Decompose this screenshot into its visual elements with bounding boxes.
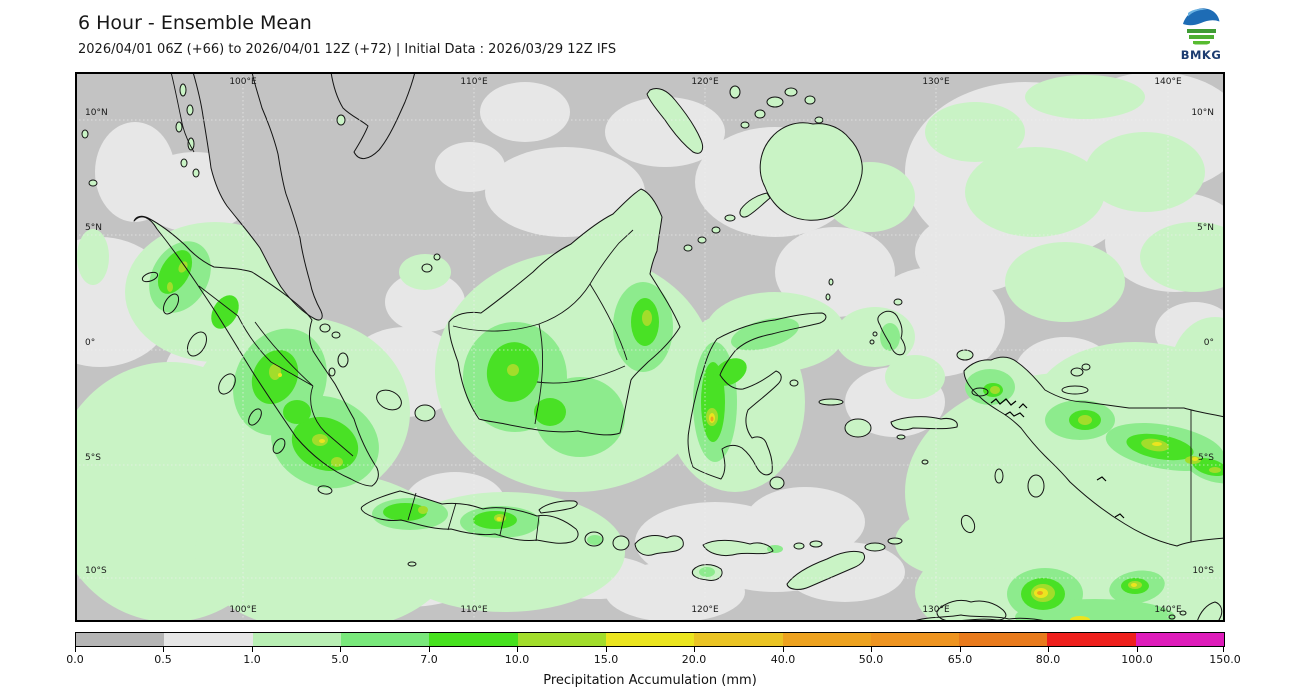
colorbar-tick — [1223, 647, 1225, 652]
colorbar-tick — [252, 647, 254, 652]
colorbar-segment — [429, 633, 518, 646]
colorbar-tick — [871, 647, 873, 652]
colorbar-segment — [164, 633, 253, 646]
colorbar-tick-label: 0.0 — [66, 653, 84, 666]
bmkg-logo: BMKG — [1172, 5, 1230, 62]
colorbar-segment — [694, 633, 783, 646]
colorbar-segment — [252, 633, 341, 646]
colorbar-tick — [517, 647, 519, 652]
colorbar-tick — [960, 647, 962, 652]
colorbar-segment — [517, 633, 606, 646]
colorbar-tick-label: 50.0 — [858, 653, 884, 666]
colorbar-segment — [605, 633, 695, 646]
bmkg-logo-label: BMKG — [1180, 48, 1222, 62]
colorbar-segment — [1047, 633, 1136, 646]
lat-label-right: 10°N — [1191, 108, 1214, 118]
map-frame — [75, 72, 1225, 622]
bmkg-logo-icon — [1181, 6, 1221, 46]
lon-label-top: 100°E — [229, 77, 257, 87]
colorbar-tick — [606, 647, 608, 652]
colorbar-segment — [870, 633, 960, 646]
colorbar-segment — [959, 633, 1048, 646]
lon-label-top: 110°E — [460, 77, 488, 87]
colorbar-bar — [75, 632, 1225, 647]
lat-label-left: 0° — [85, 338, 96, 348]
colorbar-tick-label: 40.0 — [770, 653, 796, 666]
map-svg — [75, 72, 1225, 622]
colorbar-segment — [1135, 633, 1225, 646]
lat-label-left: 10°N — [85, 108, 108, 118]
page-subtitle: 2026/04/01 06Z (+66) to 2026/04/01 12Z (… — [78, 42, 617, 57]
colorbar-tick-label: 150.0 — [1209, 653, 1241, 666]
colorbar-label: Precipitation Accumulation (mm) — [543, 673, 757, 688]
lat-label-left: 5°N — [85, 223, 102, 233]
colorbar-tick — [163, 647, 165, 652]
terrain-marks — [990, 398, 1125, 519]
colorbar-tick-label: 10.0 — [504, 653, 530, 666]
lat-label-right: 10°S — [1192, 566, 1214, 576]
lon-label-bottom: 140°E — [1154, 605, 1182, 615]
colorbar-tick — [783, 647, 785, 652]
colorbar-tick-label: 100.0 — [1121, 653, 1153, 666]
colorbar: 0.0 0.5 1.0 5.0 7.0 10.0 15.0 20.0 40.0 … — [66, 632, 1241, 694]
colorbar-tick-label: 1.0 — [243, 653, 261, 666]
colorbar-segment — [340, 633, 430, 646]
colorbar-segment — [782, 633, 871, 646]
colorbar-tick — [429, 647, 431, 652]
colorbar-tick-label: 0.5 — [154, 653, 172, 666]
colorbar-tick — [694, 647, 696, 652]
page-title: 6 Hour - Ensemble Mean — [78, 12, 312, 34]
lon-label-top: 140°E — [1154, 77, 1182, 87]
colorbar-tick-label: 15.0 — [593, 653, 619, 666]
colorbar-tick-label: 5.0 — [331, 653, 349, 666]
colorbar-tick-label: 7.0 — [420, 653, 438, 666]
lon-label-top: 130°E — [922, 77, 950, 87]
colorbar-tick-label: 80.0 — [1035, 653, 1061, 666]
colorbar-tick — [1048, 647, 1050, 652]
lon-label-bottom: 120°E — [691, 605, 719, 615]
map-panel: 100°E 110°E 120°E 130°E 140°E 100°E 110°… — [75, 72, 1225, 622]
colorbar-segment — [76, 633, 165, 646]
colorbar-tick-label: 20.0 — [681, 653, 707, 666]
colorbar-tick — [75, 647, 77, 652]
colorbar-tick-label: 65.0 — [947, 653, 973, 666]
lat-label-left: 10°S — [85, 566, 107, 576]
lon-label-bottom: 110°E — [460, 605, 488, 615]
lat-label-right: 5°N — [1197, 223, 1214, 233]
lat-label-right: 0° — [1203, 338, 1214, 348]
lat-label-left: 5°S — [85, 453, 101, 463]
lon-label-bottom: 100°E — [229, 605, 257, 615]
lat-label-right: 5°S — [1198, 453, 1214, 463]
colorbar-tick — [1137, 647, 1139, 652]
peak-rain-spots — [710, 416, 1043, 595]
lon-label-top: 120°E — [691, 77, 719, 87]
colorbar-tick — [340, 647, 342, 652]
lon-label-bottom: 130°E — [922, 605, 950, 615]
